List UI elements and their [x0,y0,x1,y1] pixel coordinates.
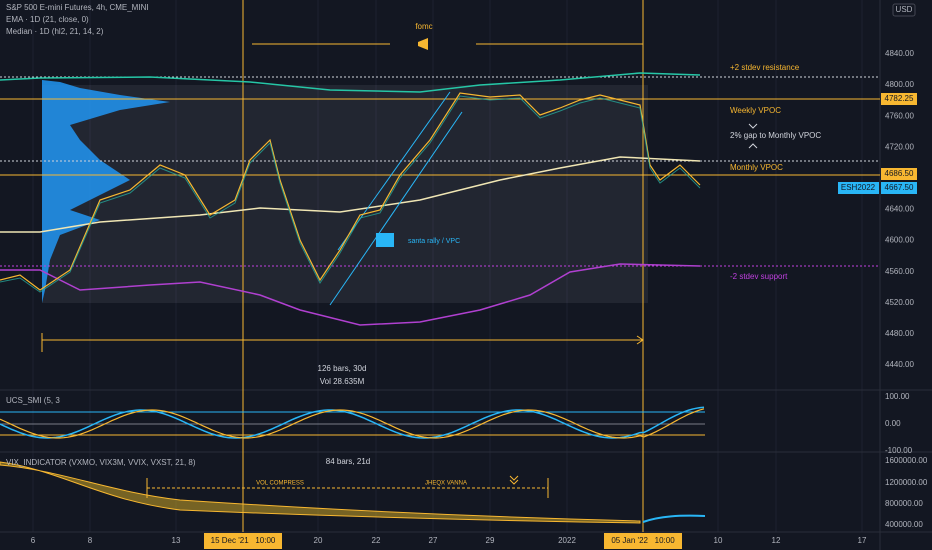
vix-tick-label: 1600000.00 [885,456,928,465]
lower-band [0,263,701,326]
vix-title: VIX_INDICATOR (VXMO, VIX3M, VVIX, VXST, … [6,458,196,467]
annotation: -2 stdev support [730,272,788,281]
smi-title: UCS_SMI (5, 3 [6,396,60,405]
time-tick-label: 10 [714,536,723,545]
time-tick-label: 29 [486,536,495,545]
time-tick-label: 12 [772,536,781,545]
annotation: +2 stdev resistance [730,63,800,72]
price-tick-label: 4440.00 [885,360,914,369]
price-badge [881,182,917,194]
time-tick-label: 13 [172,536,181,545]
price-badge [881,168,917,180]
legend-main: S&P 500 E-mini Futures, 4h, CME_MINI [6,3,149,12]
legend-ema: EMA · 1D (21, close, 0) [6,15,89,24]
time-tick-label: 22 [372,536,381,545]
upper-band [0,72,701,93]
price-badge [881,93,917,105]
time-badge [204,533,282,549]
annotation: JHEQX VANNA [425,481,467,487]
smi-line [0,408,705,439]
axes: 4840.00 4800.00 4760.00 4720.00 4640.00 4600.… [31,49,928,545]
smi-tick-label: -100.00 [885,446,913,455]
annotation: Weekly VPOC [730,106,781,115]
smi-line [0,406,705,439]
price-tick-label: 4520.00 [885,298,914,307]
price-tick-label: 4720.00 [885,142,914,151]
vix-tick-label: 400000.00 [885,520,923,529]
vix-tick-label: 800000.00 [885,499,923,508]
time-tick-label: 2022 [558,536,576,545]
time-tick-label: 6 [31,536,36,545]
price-tick-label: 4760.00 [885,111,914,120]
smi-tick-label: 0.00 [885,419,901,428]
price-tick-label: 4480.00 [885,329,914,338]
vix-line [642,514,706,523]
megaphone-icon [418,38,428,50]
ema-line [0,156,701,233]
currency: USD [896,5,913,14]
price-tick-label: 4560.00 [885,267,914,276]
annotation: 126 bars, 30d [318,364,367,373]
channel-line [329,111,463,306]
time-badge [604,533,682,549]
gift-icon [376,233,394,247]
price-badge-label: 4686.50 [885,169,914,178]
range-box [42,85,648,303]
time-tick-label: 20 [314,536,323,545]
legend-median: Median · 1D (hl2, 21, 14, 2) [6,27,104,36]
annotation: Vol 28.635M [320,377,365,386]
vix-tick-label: 1200000.00 [885,478,928,487]
symbol-badge [838,182,879,194]
price-badge-label: 4782.25 [885,94,914,103]
price-tick-label: 4640.00 [885,205,914,214]
annotation: VOL COMPRESS [256,481,304,487]
chevron-icon [509,475,519,485]
annotation: Monthly VPOC [730,163,783,172]
smi-tick-label: 100.00 [885,392,910,401]
annotation: santa rally / VPC [408,238,460,245]
price-line [0,95,701,293]
price-tick-label: 4800.00 [885,80,914,89]
price-tick-label: 4600.00 [885,236,914,245]
time-badge-label: 05 Jan '22 10:00 [611,536,675,545]
annotation: 84 bars, 21d [326,457,370,466]
annotation: 2% gap to Monthly VPOC [730,131,821,140]
time-tick-label: 17 [858,536,867,545]
time-badge-label: 15 Dec '21 10:00 [211,536,276,545]
price-badge-label: 4667.50 [885,183,914,192]
arrow-icons [748,123,758,149]
price-line [0,92,701,291]
symbol-badge-label: ESH2022 [841,183,876,192]
volume-profile [42,80,170,303]
range-arrow [636,335,644,345]
currency-box [892,3,916,17]
price-tick-label: 4840.00 [885,49,914,58]
time-tick-label: 27 [429,536,438,545]
annotation: fomc [415,22,432,31]
time-tick-label: 8 [88,536,93,545]
